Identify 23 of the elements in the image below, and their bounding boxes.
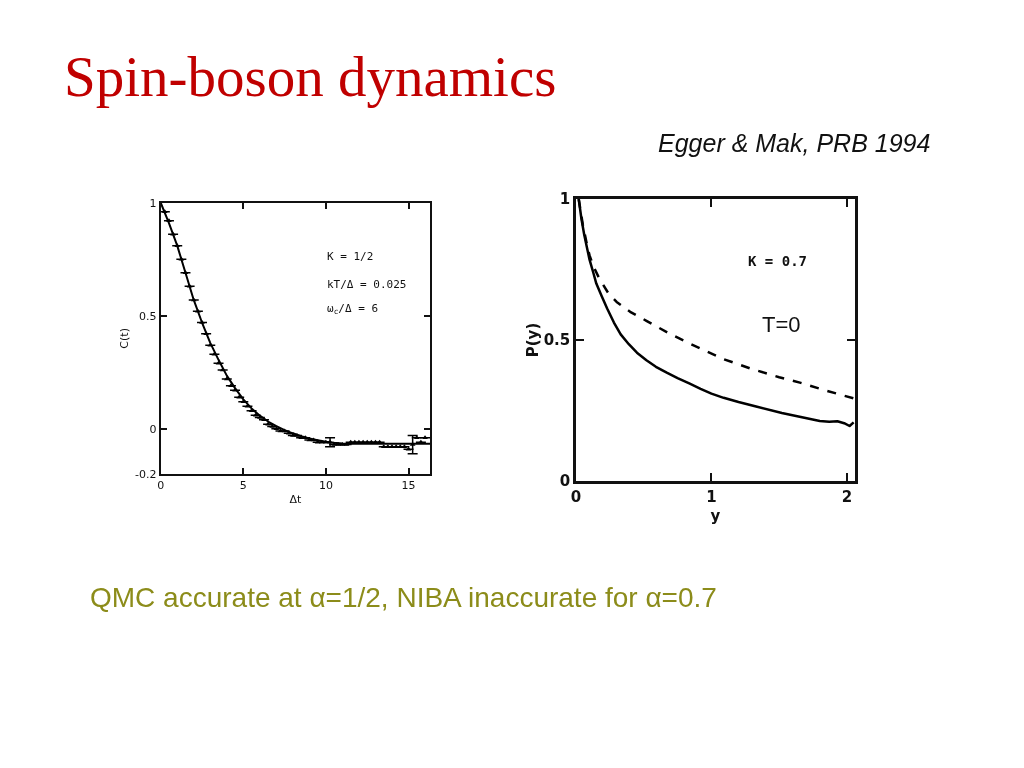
- x-axis-title: Δt: [289, 492, 302, 506]
- annotation: ω$_{c}$/Δ = 6: [327, 302, 379, 317]
- x-tick-label: 15: [401, 479, 416, 493]
- annotation: K = 0.7: [748, 253, 808, 269]
- text: Egger & Mak, PRB 1994: [658, 129, 931, 157]
- annotation: K = 1/2: [327, 250, 374, 263]
- y-tick-label: -0.2: [135, 467, 157, 481]
- y-axis-title: P(y): [523, 322, 542, 358]
- y-tick-label: 1: [559, 190, 571, 209]
- x-tick-label: 5: [239, 479, 247, 493]
- y-tick-label: 0: [149, 422, 157, 436]
- y-tick-label: 0.5: [139, 309, 157, 323]
- y-tick-label: 0.5: [543, 331, 571, 350]
- x-tick-label: 2: [841, 487, 853, 506]
- text: QMC accurate at α=1/2, NIBA inaccurate for α=0.7: [90, 582, 717, 613]
- x-tick-label: 1: [706, 487, 717, 506]
- y-axis-title: C(t): [118, 328, 132, 349]
- text: Spin-boson dynamics: [64, 45, 557, 108]
- x-tick-label: 10: [318, 479, 333, 493]
- annotation: kT/Δ = 0.025: [327, 278, 407, 291]
- y-tick-label: 1: [149, 196, 157, 210]
- x-axis-title: y: [710, 506, 721, 525]
- annotation: T=0: [762, 312, 801, 337]
